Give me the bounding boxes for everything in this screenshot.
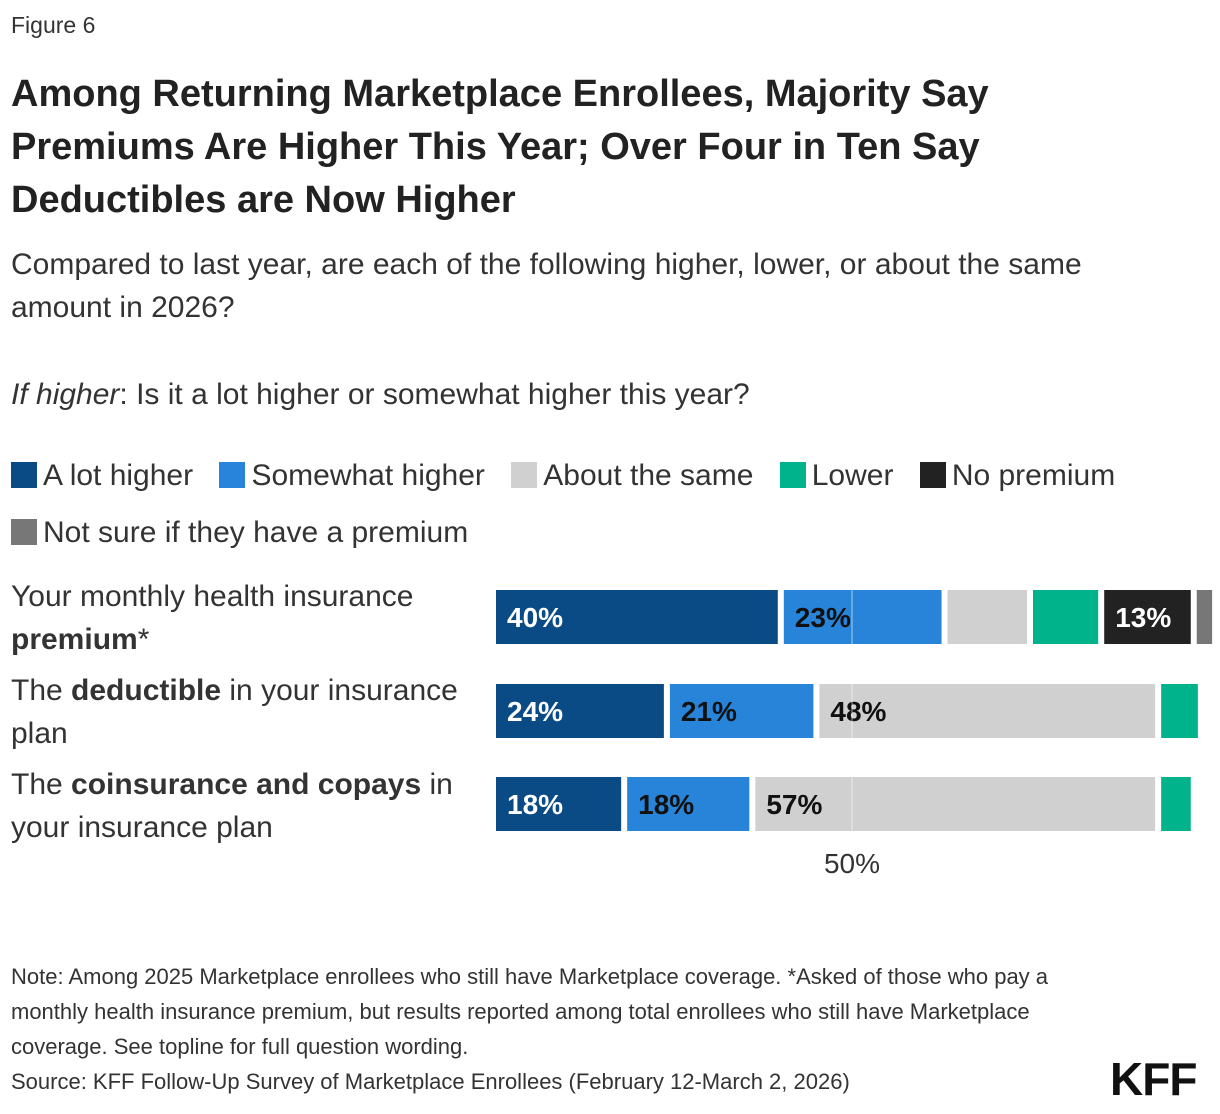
legend-item: About the same — [511, 447, 753, 504]
legend-item: Lower — [779, 447, 894, 504]
legend-swatch — [779, 462, 806, 488]
bar-segment — [1196, 590, 1213, 644]
legend-label: No premium — [951, 459, 1116, 492]
bar-segment — [496, 590, 778, 644]
bar-segment — [627, 777, 750, 831]
subnote-prefix: If higher — [11, 378, 120, 411]
legend-label: Not sure if they have a premium — [43, 516, 469, 549]
bar-segment — [1033, 590, 1099, 644]
legend-item: No premium — [919, 447, 1116, 504]
bar-segment — [1104, 590, 1191, 644]
bar-segment — [1161, 684, 1198, 738]
legend-label: Somewhat higher — [251, 459, 485, 492]
chart-legend: A lot higher Somewhat higher About the s… — [11, 447, 1181, 561]
row-label-pre: The — [11, 768, 72, 801]
row-label-deductible: The deductible in your insurance plan — [11, 669, 489, 755]
chart-subnote: If higher: Is it a lot higher or somewha… — [11, 373, 1181, 416]
kff-logo: KFF — [1110, 1053, 1197, 1105]
row-label-post: * — [137, 623, 150, 656]
data-label: 18% — [507, 789, 563, 820]
bar-segment — [947, 590, 1027, 644]
bar-segment — [783, 590, 942, 644]
chart-source: Source: KFF Follow-Up Survey of Marketpl… — [11, 1069, 850, 1094]
data-label: 24% — [507, 696, 563, 727]
data-label: 48% — [830, 696, 886, 727]
row-label-post: in your insurance plan — [11, 768, 453, 844]
bar-segment — [669, 684, 814, 738]
data-label: 23% — [795, 602, 851, 633]
legend-swatch — [919, 462, 946, 488]
row-label-bold: deductible — [71, 674, 222, 707]
legend-label: Lower — [811, 459, 894, 492]
bar-segment — [496, 777, 622, 831]
legend-swatch — [11, 462, 37, 488]
row-label-premium: Your monthly health insurance premium* — [11, 575, 489, 661]
stacked-bar-chart: 40% 23% 13% 24% 21% 48% 18% 18% 57%50% — [496, 590, 1213, 879]
figure-label: Figure 6 — [11, 12, 96, 38]
row-label-post: in your insurance plan — [11, 674, 458, 750]
data-label: 57% — [766, 789, 822, 820]
chart-subtitle: Compared to last year, are each of the f… — [11, 248, 1082, 324]
bar-segment — [1161, 777, 1191, 831]
bar-segment — [755, 777, 1156, 831]
bar-segment — [496, 684, 664, 738]
legend-item: A lot higher — [11, 447, 193, 504]
bar-segment — [819, 684, 1156, 738]
legend-label: A lot higher — [43, 459, 194, 492]
chart-title: Among Returning Marketplace Enrollees, M… — [11, 73, 989, 221]
legend-item: Not sure if they have a premium — [11, 504, 468, 561]
row-label-coinsurance: The coinsurance and copays in your insur… — [11, 763, 489, 849]
legend-swatch — [219, 462, 246, 488]
legend-item: Somewhat higher — [219, 447, 485, 504]
reference-line-label: 50% — [824, 848, 880, 879]
subnote-text: : Is it a lot higher or somewhat higher … — [119, 378, 750, 411]
data-label: 40% — [507, 602, 563, 633]
row-label-pre: The — [11, 674, 72, 707]
legend-label: About the same — [543, 459, 754, 492]
legend-swatch — [11, 519, 37, 545]
data-label: 13% — [1115, 602, 1171, 633]
legend-swatch — [511, 462, 538, 488]
row-label-pre: Your monthly health insurance — [11, 580, 414, 613]
row-label-bold: premium — [11, 623, 138, 656]
row-label-bold: coinsurance and copays — [71, 768, 422, 801]
chart-note: Note: Among 2025 Marketplace enrollees w… — [11, 964, 1049, 1059]
data-label: 21% — [681, 696, 737, 727]
data-label: 18% — [638, 789, 694, 820]
